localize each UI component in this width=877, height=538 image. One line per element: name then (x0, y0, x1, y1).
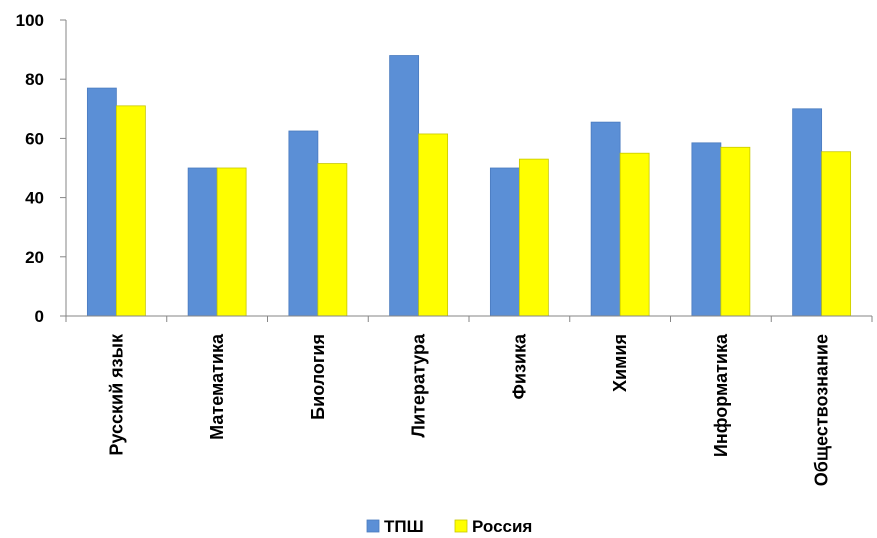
bar-russia (115, 105, 146, 317)
bar-tpsh (792, 108, 823, 317)
plot-area (86, 55, 852, 317)
x-category-label: Литература (409, 333, 429, 438)
legend-swatch (366, 519, 380, 533)
bar-russia (216, 167, 247, 317)
bar-tpsh (187, 167, 218, 317)
bar-russia (720, 146, 751, 317)
bar-russia (619, 152, 650, 317)
y-tick-label: 60 (25, 129, 44, 148)
bar-tpsh (691, 142, 722, 317)
x-category-label: Физика (509, 333, 529, 399)
y-axis: 0 20 40 60 80 100 (16, 11, 67, 326)
x-category-label: Русский язык (106, 333, 126, 456)
bar-tpsh (489, 167, 520, 317)
legend-swatch (454, 519, 468, 533)
x-category-label: Биология (308, 334, 328, 420)
x-category-label: Математика (207, 333, 227, 440)
bar-tpsh (86, 87, 117, 317)
bar-russia (317, 163, 348, 317)
legend: ТПШ Россия (366, 517, 532, 536)
y-tick-label: 20 (25, 248, 44, 267)
y-tick-label: 80 (25, 70, 44, 89)
y-tick-label: 100 (16, 11, 44, 30)
x-category-label: Обществознание (812, 334, 832, 486)
legend-label: ТПШ (384, 517, 424, 536)
x-category-label: Информатика (711, 333, 731, 457)
bar-tpsh (288, 130, 319, 317)
x-category-label: Химия (610, 334, 630, 392)
bar-tpsh (590, 121, 621, 317)
x-axis: Русский язык Математика Биология Литература… (65, 315, 873, 486)
y-tick-label: 40 (25, 189, 44, 208)
bar-russia (821, 151, 852, 317)
bar-tpsh (389, 55, 420, 317)
y-tick-label: 0 (35, 307, 44, 326)
bar-russia (418, 133, 449, 317)
bar-russia (518, 158, 549, 317)
legend-label: Россия (472, 517, 532, 536)
